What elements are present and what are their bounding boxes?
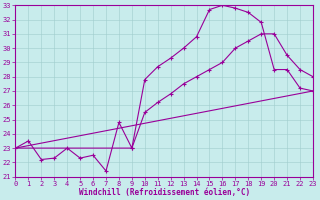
X-axis label: Windchill (Refroidissement éolien,°C): Windchill (Refroidissement éolien,°C) <box>79 188 250 197</box>
